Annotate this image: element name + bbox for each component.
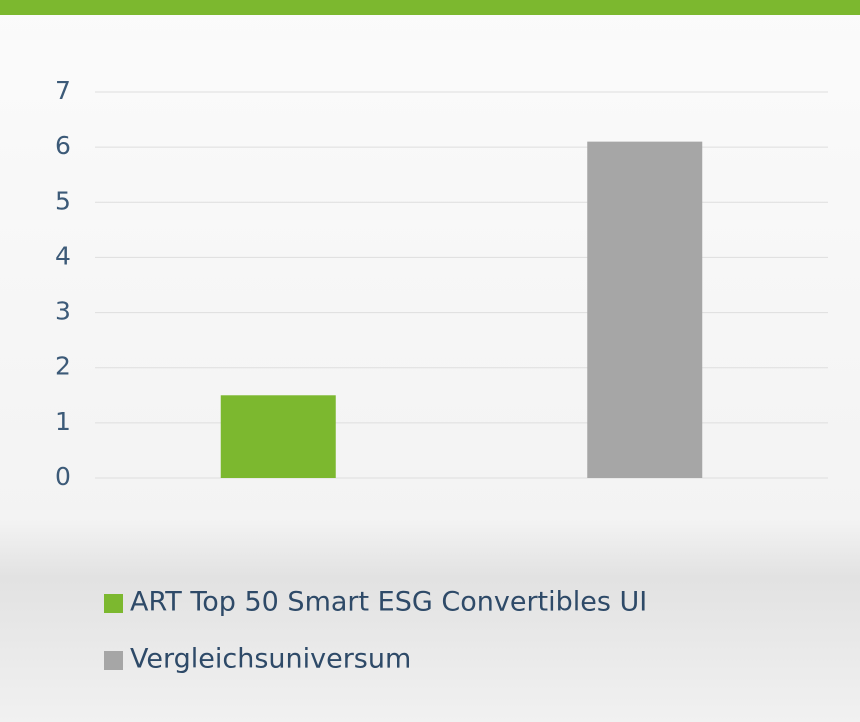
bar xyxy=(587,141,703,478)
y-tick-label: 6 xyxy=(55,131,71,160)
y-tick-label: 1 xyxy=(55,407,71,436)
header-bar xyxy=(0,0,860,15)
y-tick-label: 7 xyxy=(55,76,71,105)
legend-swatch xyxy=(104,594,123,613)
y-tick-label: 0 xyxy=(55,462,71,491)
y-tick-label: 3 xyxy=(55,297,71,326)
legend-swatch xyxy=(104,651,123,670)
legend-label: Vergleichsuniversum xyxy=(130,644,411,675)
y-tick-label: 4 xyxy=(55,241,71,270)
bar xyxy=(220,395,336,478)
y-tick-label: 2 xyxy=(55,352,71,381)
legend-label: ART Top 50 Smart ESG Convertibles UI xyxy=(130,587,647,618)
y-tick-label: 5 xyxy=(55,186,71,215)
